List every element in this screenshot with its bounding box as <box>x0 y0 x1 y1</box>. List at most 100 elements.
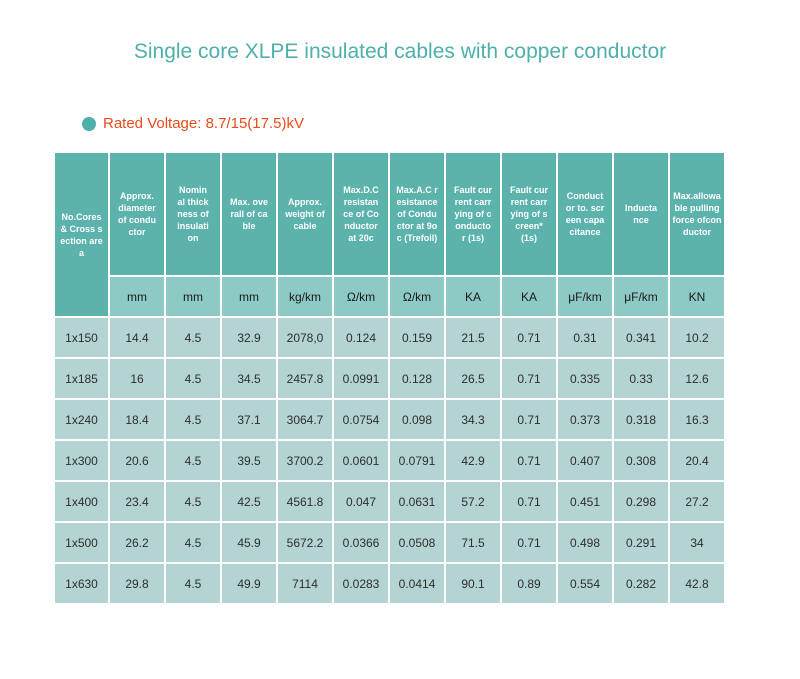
table-cell: 0.373 <box>558 400 612 439</box>
page-title: Single core XLPE insulated cables with c… <box>133 40 667 63</box>
table-cell: 4.5 <box>166 359 220 398</box>
table-cell: 0.318 <box>614 400 668 439</box>
table-cell: 3700.2 <box>278 441 332 480</box>
table-cell: 0.71 <box>502 523 556 562</box>
table-cell: 0.159 <box>390 318 444 357</box>
table-cell: 42.9 <box>446 441 500 480</box>
table-cell: 0.71 <box>502 318 556 357</box>
header-cell: Approx. weight of cable <box>278 153 332 275</box>
table-cell: 27.2 <box>670 482 724 521</box>
table-cell: 0.0791 <box>390 441 444 480</box>
table-cell: 0.0283 <box>334 564 388 603</box>
table-cell: 0.0366 <box>334 523 388 562</box>
table-cell: 26.2 <box>110 523 164 562</box>
unit-cell: μF/km <box>558 277 612 316</box>
table-row: 1x630 29.8 4.5 49.9 7114 0.0283 0.0414 90.1 0.89… <box>55 564 724 603</box>
table-cell: 12.6 <box>670 359 724 398</box>
table-cell: 0.71 <box>502 400 556 439</box>
table-cell: 20.6 <box>110 441 164 480</box>
table-cell: 4561.8 <box>278 482 332 521</box>
table-cell: 0.71 <box>502 482 556 521</box>
table-cell: 0.047 <box>334 482 388 521</box>
table-cell: 14.4 <box>110 318 164 357</box>
unit-cell: Ω/km <box>334 277 388 316</box>
table-row: 1x150 14.4 4.5 32.9 2078,0 0.124 0.159 21.5 0.71… <box>55 318 724 357</box>
table-cell: 0.291 <box>614 523 668 562</box>
table-cell: 4.5 <box>166 441 220 480</box>
header-row: No.Cores & Cross section area Approx. di… <box>55 153 724 316</box>
unit-cell: mm <box>222 277 276 316</box>
table-cell: 0.308 <box>614 441 668 480</box>
header-cell: Conductor to. screen capacitance <box>558 153 612 275</box>
table-cell: 7114 <box>278 564 332 603</box>
cross-section-cell: 1x630 <box>55 564 108 603</box>
header-cell: Max.D.C resistance of Conductor at 20c <box>334 153 388 275</box>
table-cell: 0.341 <box>614 318 668 357</box>
table-cell: 16 <box>110 359 164 398</box>
table-cell: 0.0631 <box>390 482 444 521</box>
unit-cell: KA <box>502 277 556 316</box>
table-cell: 34.5 <box>222 359 276 398</box>
header-cell: Max. overall of cable <box>222 153 276 275</box>
table-cell: 23.4 <box>110 482 164 521</box>
unit-cell: mm <box>110 277 164 316</box>
unit-cell: KA <box>446 277 500 316</box>
cross-section-cell: 1x150 <box>55 318 108 357</box>
table-cell: 37.1 <box>222 400 276 439</box>
table-row: 1x300 20.6 4.5 39.5 3700.2 0.0601 0.0791 42.9 0.… <box>55 441 724 480</box>
cable-spec-table: No.Cores & Cross section area Approx. di… <box>53 151 726 605</box>
rated-voltage-label: Rated Voltage: 8.7/15(17.5)kV <box>103 115 304 132</box>
bullet-dot-icon <box>82 116 96 131</box>
rated-voltage-line: Rated Voltage: 8.7/15(17.5)kV <box>82 115 304 132</box>
table-cell: 3064.7 <box>278 400 332 439</box>
table-cell: 0.89 <box>502 564 556 603</box>
table-cell: 0.451 <box>558 482 612 521</box>
table-cell: 29.8 <box>110 564 164 603</box>
cross-section-cell: 1x500 <box>55 523 108 562</box>
table-cell: 26.5 <box>446 359 500 398</box>
table-cell: 0.71 <box>502 441 556 480</box>
table-cell: 0.71 <box>502 359 556 398</box>
table-row: 1x185 16 4.5 34.5 2457.8 0.0991 0.128 26.5 0.71 0… <box>55 359 724 398</box>
table-cell: 4.5 <box>166 564 220 603</box>
table-cell: 45.9 <box>222 523 276 562</box>
table-cell: 71.5 <box>446 523 500 562</box>
table-cell: 10.2 <box>670 318 724 357</box>
table-cell: 4.5 <box>166 523 220 562</box>
unit-cell: mm <box>166 277 220 316</box>
table-cell: 90.1 <box>446 564 500 603</box>
table-cell: 0.335 <box>558 359 612 398</box>
unit-cell: KN <box>670 277 724 316</box>
unit-cell: Ω/km <box>390 277 444 316</box>
table-cell: 0.0754 <box>334 400 388 439</box>
table-row: 1x400 23.4 4.5 42.5 4561.8 0.047 0.0631 57.2 0.7… <box>55 482 724 521</box>
table-row: 1x240 18.4 4.5 37.1 3064.7 0.0754 0.098 34.3 0.7… <box>55 400 724 439</box>
table-cell: 49.9 <box>222 564 276 603</box>
table-cell: 20.4 <box>670 441 724 480</box>
table-cell: 18.4 <box>110 400 164 439</box>
table-cell: 2457.8 <box>278 359 332 398</box>
table-cell: 0.298 <box>614 482 668 521</box>
header-cell: Max.allowable pulling force ofconductor <box>670 153 724 275</box>
header-cell: Fault current carrying of conductor (1s) <box>446 153 500 275</box>
unit-cell: kg/km <box>278 277 332 316</box>
table-cell: 0.0991 <box>334 359 388 398</box>
table-cell: 57.2 <box>446 482 500 521</box>
unit-cell: μF/km <box>614 277 668 316</box>
table-cell: 21.5 <box>446 318 500 357</box>
table-cell: 0.128 <box>390 359 444 398</box>
header-cell: No.Cores & Cross section area <box>55 153 108 316</box>
header-cell: Max.A.C resistance of Conductor at 9oc (… <box>390 153 444 275</box>
table-cell: 32.9 <box>222 318 276 357</box>
table-cell: 42.5 <box>222 482 276 521</box>
table-cell: 0.098 <box>390 400 444 439</box>
table-cell: 0.124 <box>334 318 388 357</box>
table-cell: 2078,0 <box>278 318 332 357</box>
cross-section-cell: 1x185 <box>55 359 108 398</box>
table-cell: 4.5 <box>166 318 220 357</box>
table-cell: 0.498 <box>558 523 612 562</box>
table-cell: 0.0508 <box>390 523 444 562</box>
cross-section-cell: 1x240 <box>55 400 108 439</box>
cross-section-cell: 1x400 <box>55 482 108 521</box>
table-row: 1x500 26.2 4.5 45.9 5672.2 0.0366 0.0508 71.5 0.… <box>55 523 724 562</box>
